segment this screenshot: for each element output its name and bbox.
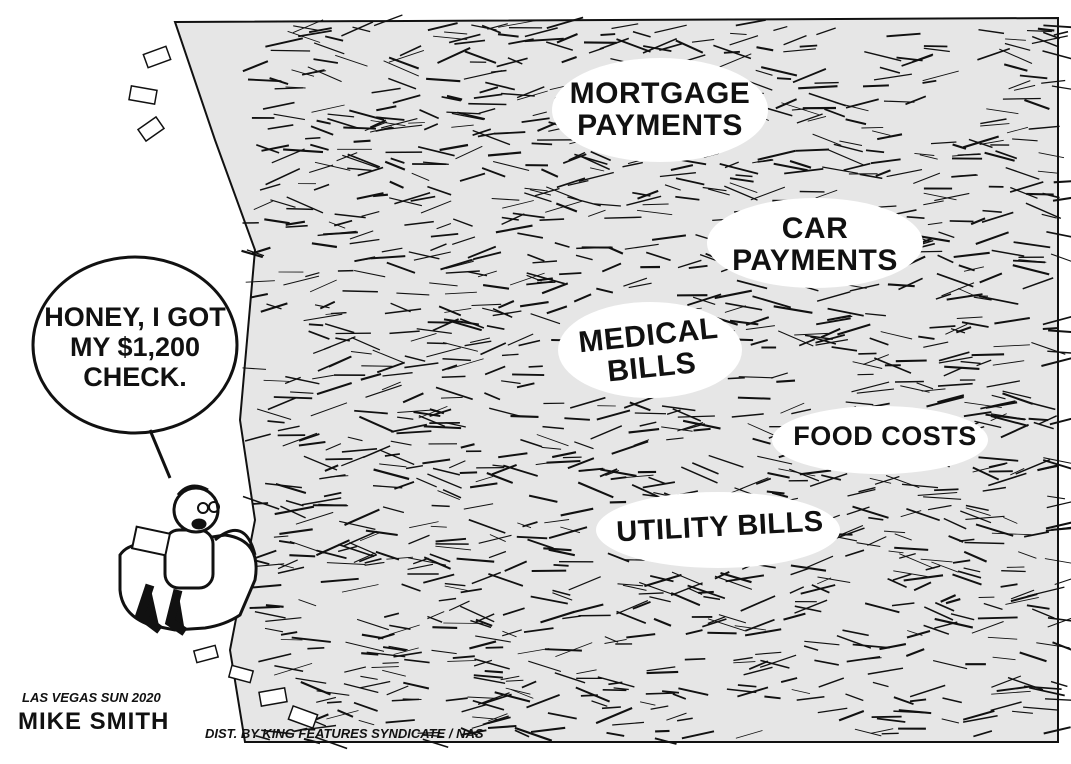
paper-stroke bbox=[442, 376, 466, 377]
paper-stroke bbox=[858, 353, 876, 354]
distribution-credit: DIST. BY KING FEATURES SYNDICATE / NAS bbox=[205, 726, 484, 741]
paper-stroke bbox=[327, 702, 342, 703]
paper-stroke bbox=[361, 366, 392, 367]
paper-stroke bbox=[604, 217, 641, 218]
paper-stroke bbox=[305, 138, 320, 139]
speech-line-1: HONEY, I GOT bbox=[35, 302, 235, 332]
paper-stroke bbox=[383, 663, 399, 664]
paper-stroke bbox=[872, 717, 902, 718]
paper-stroke bbox=[354, 141, 371, 142]
paper-stroke bbox=[373, 195, 388, 196]
paper-stroke bbox=[815, 83, 839, 84]
paper-stroke bbox=[281, 640, 303, 641]
car-payments-label: CAR PAYMENTS bbox=[715, 213, 915, 276]
paper-stroke bbox=[540, 219, 565, 220]
paper-stroke bbox=[647, 672, 679, 673]
paper-stroke bbox=[325, 459, 352, 460]
paper-stroke bbox=[485, 671, 503, 672]
speech-text: HONEY, I GOT MY $1,200 CHECK. bbox=[35, 302, 235, 393]
paper-stroke bbox=[965, 543, 1005, 544]
speech-line-3: CHECK. bbox=[35, 362, 235, 392]
paper-stroke bbox=[441, 397, 463, 398]
paper-stroke bbox=[895, 382, 924, 383]
paper-stroke bbox=[286, 209, 313, 210]
paper-stroke bbox=[1001, 571, 1025, 572]
paper-stroke bbox=[863, 85, 889, 86]
paper-stroke bbox=[601, 34, 616, 35]
paper-stroke bbox=[643, 204, 669, 205]
paper-stroke bbox=[511, 416, 539, 417]
paper-stroke bbox=[882, 733, 899, 734]
paper-stroke bbox=[861, 127, 883, 128]
paper-stroke bbox=[635, 413, 666, 414]
paper-stroke bbox=[1003, 99, 1041, 100]
paper-stroke bbox=[655, 731, 669, 732]
mortgage-payments-label: MORTGAGE PAYMENTS bbox=[560, 78, 760, 141]
paper-stroke bbox=[563, 457, 582, 458]
paper-stroke bbox=[707, 633, 736, 634]
paper-stroke bbox=[972, 354, 1005, 355]
paper-stroke bbox=[950, 221, 974, 222]
paper-stroke bbox=[728, 378, 745, 379]
paper-stroke bbox=[468, 104, 506, 105]
paper-stroke bbox=[685, 659, 706, 660]
paper-stroke bbox=[275, 88, 304, 89]
paper-stroke bbox=[460, 472, 477, 473]
paper-stroke bbox=[603, 690, 627, 691]
paper-stroke bbox=[307, 648, 324, 649]
paper-stroke bbox=[309, 324, 323, 325]
paper-stroke bbox=[486, 647, 504, 648]
paper-stroke bbox=[896, 361, 927, 362]
man-in-armchair bbox=[120, 486, 256, 632]
paper-stroke bbox=[776, 381, 795, 382]
publication-credit: LAS VEGAS SUN 2020 bbox=[22, 690, 161, 705]
paper-stroke bbox=[978, 617, 1018, 618]
paper-stroke bbox=[777, 78, 791, 79]
paper-stroke bbox=[331, 313, 347, 314]
paper-stroke bbox=[738, 398, 771, 399]
paper-stroke bbox=[698, 592, 714, 593]
paper-stroke bbox=[271, 50, 310, 51]
paper-stroke bbox=[343, 291, 378, 292]
paper-stroke bbox=[646, 693, 676, 694]
paper-stroke bbox=[432, 627, 457, 628]
speech-tail bbox=[150, 430, 170, 478]
paper-stroke bbox=[529, 366, 543, 367]
paper-stroke bbox=[924, 46, 948, 47]
paper-stroke bbox=[934, 489, 958, 490]
paper-stroke bbox=[1043, 328, 1057, 329]
speech-line-2: MY $1,200 bbox=[35, 332, 235, 362]
artist-signature: MIKE SMITH bbox=[18, 708, 169, 736]
paper-stroke bbox=[554, 565, 569, 566]
body bbox=[165, 530, 213, 588]
paper-stroke bbox=[289, 555, 315, 556]
paper-stroke bbox=[512, 374, 544, 375]
food-costs-label: FOOD COSTS bbox=[785, 422, 985, 450]
paper-stroke bbox=[532, 143, 553, 144]
paper-stroke bbox=[796, 150, 829, 151]
paper-stroke bbox=[432, 506, 450, 507]
paper-stroke bbox=[800, 46, 818, 47]
mouth bbox=[193, 520, 205, 528]
paper-stroke bbox=[403, 699, 422, 700]
paper-stroke bbox=[274, 397, 312, 398]
paper-stroke bbox=[1029, 419, 1049, 420]
